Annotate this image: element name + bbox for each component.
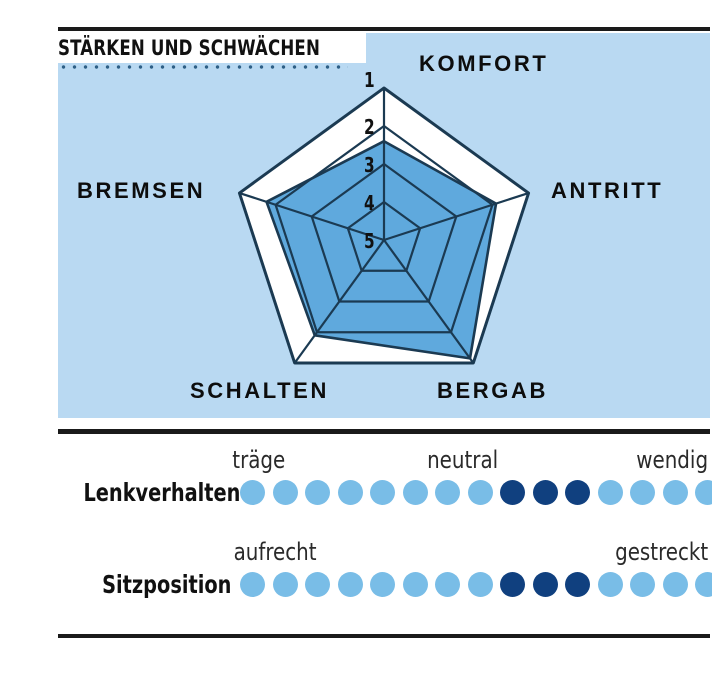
rating-dot[interactable] [565, 480, 590, 505]
axis-label-bergab: BERGAB [437, 378, 548, 403]
rating-label-lenkverhalten: Lenkverhalten [83, 478, 241, 507]
rating-row-lenkverhalten: träge neutral wendig Lenkverhalten [58, 440, 712, 532]
rating-dot[interactable] [272, 572, 298, 597]
scale-label-mid: neutral [427, 446, 499, 474]
middle-divider [58, 429, 710, 434]
rating-dot[interactable] [662, 480, 688, 505]
rating-dot[interactable] [240, 572, 265, 597]
rating-dot[interactable] [662, 572, 688, 597]
rating-dot[interactable] [240, 480, 265, 505]
rating-dot[interactable] [630, 480, 655, 505]
ring-tick-4: 4 [363, 191, 375, 215]
rating-dot[interactable] [467, 572, 493, 597]
axis-label-komfort: KOMFORT [419, 51, 549, 76]
axis-label-schalten: SCHALTEN [190, 378, 329, 403]
top-divider [58, 27, 710, 31]
rating-dot[interactable] [305, 480, 330, 505]
rating-dot[interactable] [500, 572, 525, 597]
rating-dot[interactable] [370, 480, 395, 505]
ring-tick-1: 1 [363, 68, 375, 92]
rating-dot[interactable] [532, 480, 558, 505]
scale-label-right: gestreckt [614, 538, 708, 566]
rating-dot[interactable] [370, 572, 395, 597]
ring-tick-5: 5 [363, 229, 375, 253]
rating-dot[interactable] [402, 572, 428, 597]
rating-dot[interactable] [467, 480, 493, 505]
rating-dot[interactable] [337, 480, 363, 505]
rating-dot[interactable] [500, 480, 525, 505]
dot-scale-lenkverhalten[interactable] [240, 480, 712, 505]
rating-dot[interactable] [402, 480, 428, 505]
radar-chart [237, 86, 531, 365]
rating-dot[interactable] [565, 572, 590, 597]
dot-scale-sitzposition[interactable] [240, 572, 712, 597]
rating-label-sitzposition: Sitzposition [102, 570, 232, 599]
rating-dot[interactable] [695, 572, 712, 597]
scale-labels-lenkverhalten: träge neutral wendig [228, 446, 710, 474]
scale-label-left: aufrecht [233, 538, 317, 566]
rating-dot[interactable] [435, 480, 460, 505]
rating-dot[interactable] [695, 480, 712, 505]
rating-dot[interactable] [337, 572, 363, 597]
rating-dot[interactable] [597, 572, 623, 597]
rating-dot[interactable] [597, 480, 623, 505]
title-dotted-underline [58, 65, 348, 69]
rating-rows: träge neutral wendig Lenkverhalten aufre… [58, 440, 712, 624]
rating-dot[interactable] [435, 572, 460, 597]
rating-dot[interactable] [305, 572, 330, 597]
rating-row-sitzposition: aufrecht gestreckt Sitzposition [58, 532, 712, 624]
rating-dot[interactable] [272, 480, 298, 505]
scale-labels-sitzposition: aufrecht gestreckt [228, 538, 710, 566]
axis-label-antritt: ANTRITT [551, 178, 664, 203]
scale-label-right: wendig [636, 446, 708, 474]
section-title-band: STÄRKEN UND SCHWÄCHEN [58, 33, 366, 63]
axis-label-bremsen: BREMSEN [77, 178, 206, 203]
scale-label-left: träge [232, 446, 286, 474]
rating-body-lenkverhalten: Lenkverhalten [58, 478, 712, 507]
rating-dot[interactable] [630, 572, 655, 597]
rating-dot[interactable] [532, 572, 558, 597]
bottom-divider [58, 634, 710, 638]
rating-body-sitzposition: Sitzposition [58, 570, 712, 599]
ring-tick-2: 2 [363, 115, 375, 139]
ring-tick-3: 3 [363, 153, 375, 177]
page-title: STÄRKEN UND SCHWÄCHEN [58, 36, 321, 60]
